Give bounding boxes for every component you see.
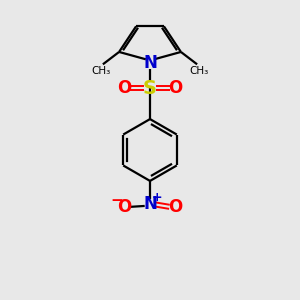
Text: CH₃: CH₃	[190, 66, 209, 76]
Text: N: N	[143, 54, 157, 72]
Text: −: −	[111, 193, 123, 208]
Text: N: N	[143, 196, 157, 214]
Text: CH₃: CH₃	[91, 66, 110, 76]
Text: O: O	[169, 79, 183, 97]
Text: O: O	[117, 198, 131, 216]
Text: O: O	[169, 198, 183, 216]
Text: S: S	[143, 79, 157, 98]
Text: O: O	[117, 79, 131, 97]
Text: +: +	[151, 191, 162, 205]
